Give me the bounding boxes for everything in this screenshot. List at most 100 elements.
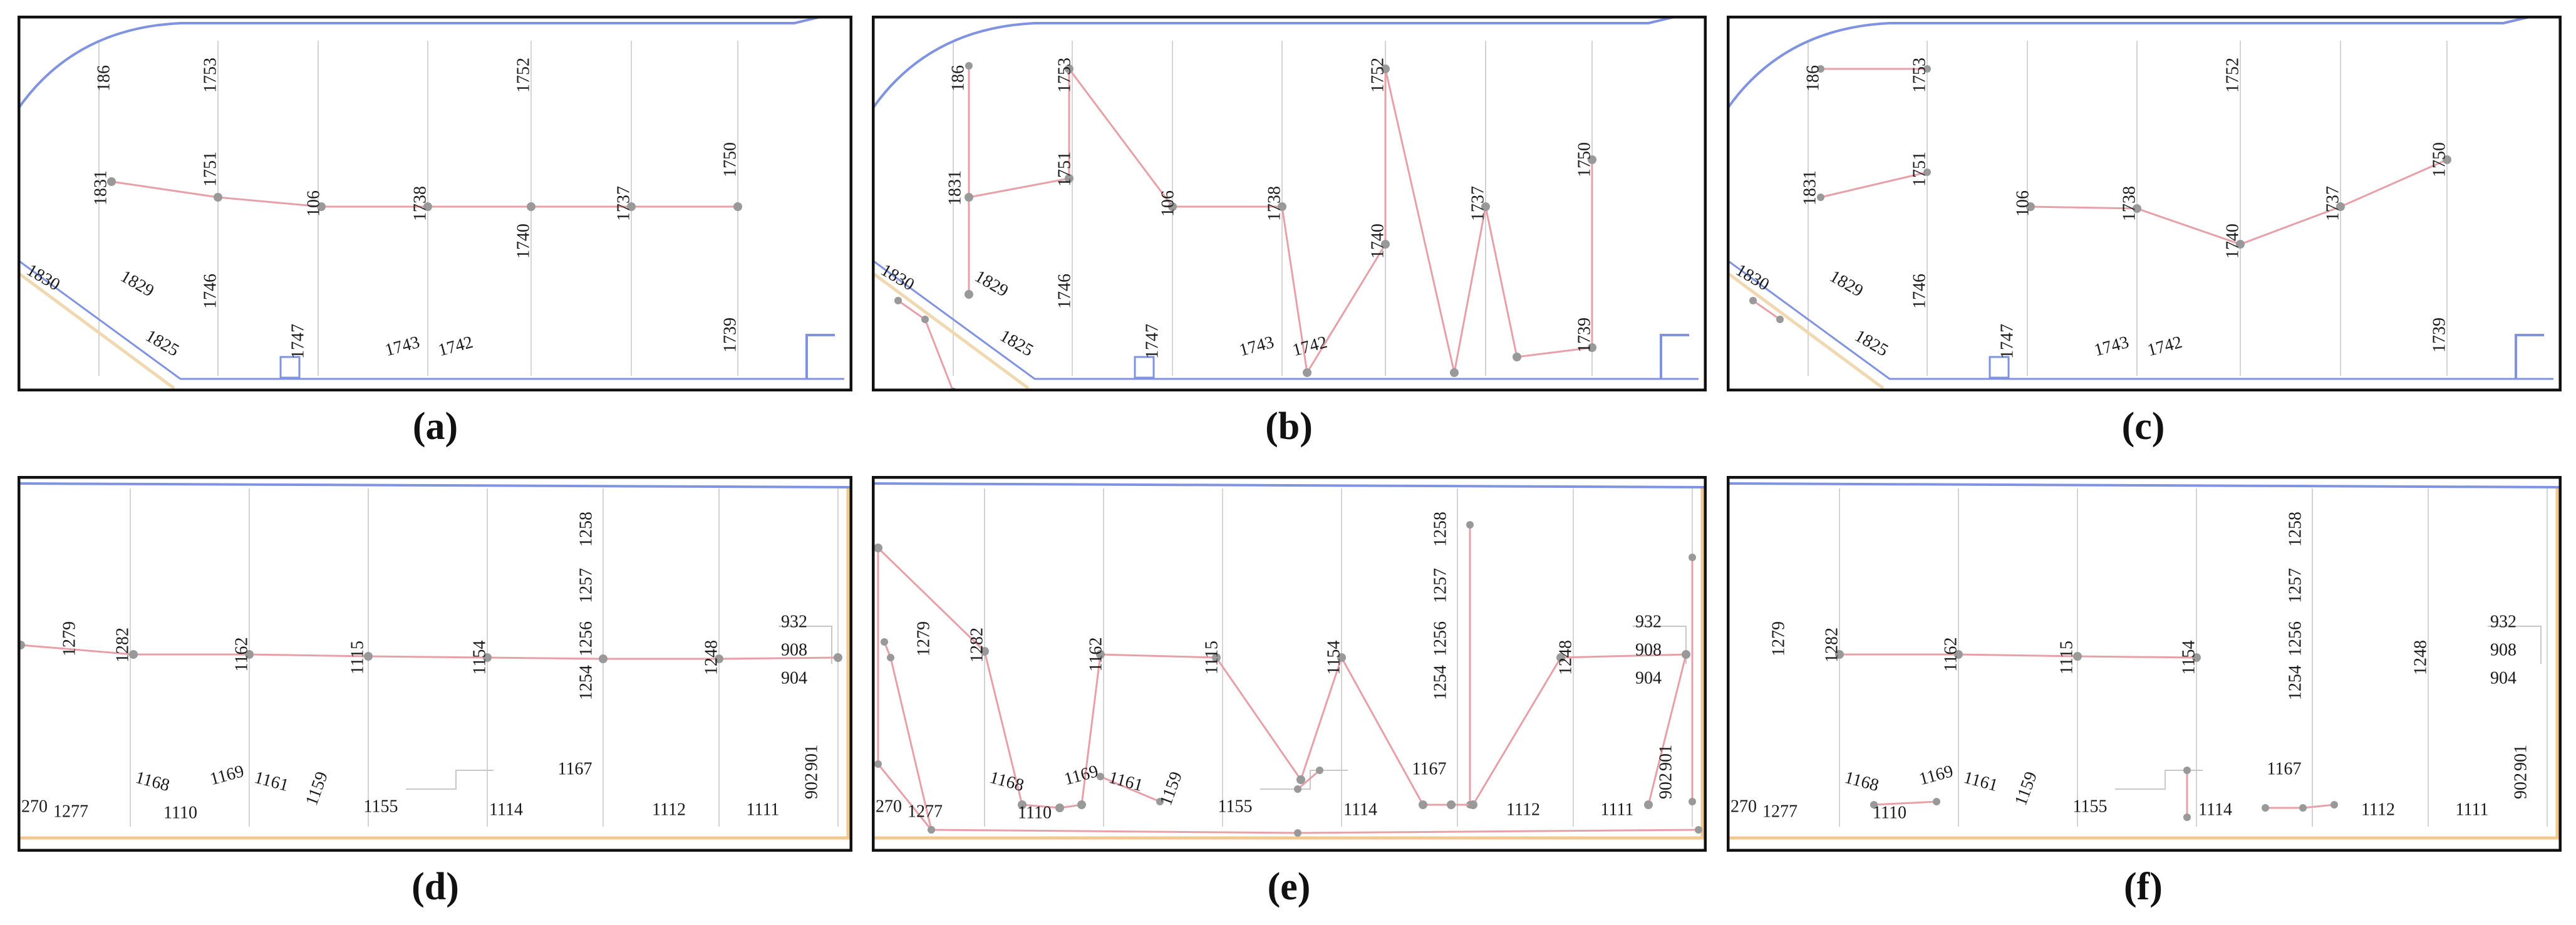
address-label: 1277: [53, 802, 88, 821]
coastline: [1727, 16, 2535, 111]
route-node: [733, 202, 742, 211]
panel-d: 1279 1282 1162 1115 1154 1258 1257 1256 1254 1248…: [18, 476, 852, 852]
address-label: 1752: [1368, 58, 1387, 93]
address-label: 1747: [1142, 324, 1162, 359]
address-label: 1248: [1556, 640, 1575, 675]
address-label: 1751: [1910, 152, 1929, 187]
route-node: [1689, 798, 1696, 805]
panel-b: 186 1753 1752 1831 1751 106 1738 1737 1750 1740 17…: [872, 16, 1707, 391]
address-label: 1112: [652, 800, 686, 819]
route-node: [715, 654, 723, 663]
address-label: 1831: [91, 170, 110, 205]
route-node: [965, 290, 973, 299]
route-node: [1588, 343, 1596, 352]
address-label: 1258: [1430, 512, 1450, 547]
address-label: 901: [2511, 745, 2530, 771]
address-label: 186: [948, 65, 968, 91]
building-outline: [805, 334, 835, 379]
caption-e: (e): [1267, 866, 1311, 908]
address-label: 1257: [1430, 568, 1450, 603]
building-outline: [406, 770, 494, 790]
address-label: 1279: [1769, 621, 1788, 656]
route-node: [599, 654, 608, 663]
route-node: [1644, 800, 1653, 809]
route-node: [317, 202, 326, 211]
route-node: [874, 760, 882, 768]
route-node: [1695, 826, 1702, 834]
route-node: [1419, 800, 1427, 809]
address-label: 1111: [1601, 800, 1634, 819]
route-node: [1835, 650, 1844, 659]
panel-frame: [18, 476, 852, 852]
address-label: 1258: [2285, 512, 2305, 547]
address-label: 1740: [2223, 224, 2242, 259]
address-label: 1115: [2057, 641, 2076, 674]
address-label: 1752: [2223, 58, 2242, 93]
address-label: 1277: [908, 802, 943, 821]
address-label: 901: [802, 745, 821, 771]
route-node: [2026, 202, 2035, 211]
map-background: [872, 16, 1707, 391]
address-label: 1737: [1468, 186, 1487, 221]
map-e: 1279 1282 1162 1115 1154 1258 1257 1256 1254 1248…: [872, 476, 1707, 852]
route-node: [887, 654, 894, 661]
route-node: [1381, 240, 1390, 249]
route-node: [894, 297, 902, 304]
address-label: 1279: [914, 621, 933, 656]
caption-c: (c): [2121, 405, 2165, 448]
address-label: 1257: [2285, 568, 2305, 603]
address-label: 1270: [18, 797, 48, 816]
address-label: 1740: [1368, 224, 1387, 259]
route-node: [245, 650, 254, 659]
route-node: [2192, 653, 2201, 662]
route-node: [1296, 775, 1305, 784]
address-label: 1279: [59, 621, 79, 656]
route-node: [1556, 653, 1565, 662]
stray-route-segment: [1873, 800, 1937, 806]
building-outline: [778, 626, 832, 664]
route-node: [107, 177, 116, 186]
address-label: 1739: [720, 318, 740, 353]
address-label: 1248: [701, 640, 721, 675]
address-label: 904: [781, 668, 807, 688]
address-label: 1111: [2456, 800, 2489, 819]
route-node: [1749, 297, 1757, 304]
address-label: 1114: [489, 800, 523, 819]
address-label: 1747: [288, 324, 308, 359]
route-node: [2330, 801, 2338, 809]
address-label: 904: [2490, 668, 2517, 688]
route-node: [2133, 204, 2141, 213]
route-node: [1055, 804, 1064, 812]
address-label: 1155: [364, 797, 398, 816]
address-label: 1254: [1430, 665, 1450, 700]
address-label: 1110: [1018, 803, 1052, 822]
route-line: [968, 66, 1593, 376]
address-label: 1737: [614, 186, 633, 221]
route-node: [214, 193, 222, 202]
panel-c: 186 1753 1752 1831 1751 106 1738 1737 1750 1740 17…: [1727, 16, 2562, 391]
address-label: 1739: [1575, 318, 1594, 353]
route-node: [965, 62, 973, 70]
address-label: 1746: [1055, 274, 1074, 309]
address-label: 1155: [2073, 797, 2108, 816]
route-node: [2262, 804, 2269, 812]
address-label: 106: [304, 190, 323, 217]
address-label: 1270: [872, 797, 902, 816]
address-label: 1110: [1873, 803, 1906, 822]
route-node: [1689, 554, 1696, 561]
route-node: [1923, 65, 1931, 73]
route-node: [928, 826, 935, 834]
route-node: [423, 202, 432, 211]
map-d: 1279 1282 1162 1115 1154 1258 1257 1256 1254 1248…: [18, 476, 852, 852]
route-node: [1870, 801, 1878, 809]
address-label: 1111: [747, 800, 780, 819]
route-node: [2073, 652, 2082, 661]
route-node: [1817, 65, 1824, 73]
caption-f: (f): [2124, 866, 2163, 908]
route-node: [1337, 653, 1346, 662]
address-label: 1167: [1412, 759, 1447, 778]
address-label: 1154: [470, 641, 489, 675]
address-label: 1154: [2179, 641, 2198, 675]
route-node: [1588, 155, 1596, 164]
route-node: [1469, 800, 1477, 809]
